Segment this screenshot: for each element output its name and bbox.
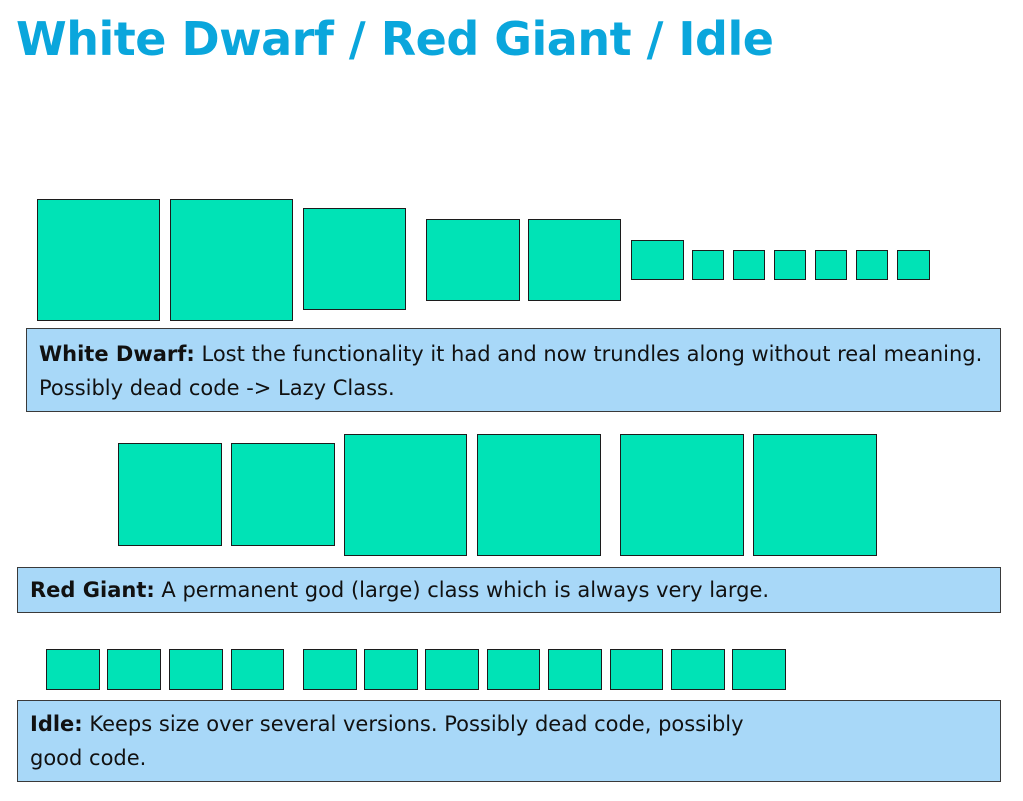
class-square [107, 649, 161, 690]
class-square [548, 649, 602, 690]
white-dwarf-description: Lost the functionality it had and now tr… [39, 342, 983, 400]
class-square [692, 250, 724, 280]
class-square [425, 649, 479, 690]
class-square [426, 219, 520, 301]
idle-description: Keeps size over several versions. Possib… [30, 712, 744, 770]
class-square [671, 649, 725, 690]
class-square [732, 649, 786, 690]
class-square [528, 219, 621, 301]
class-square [303, 649, 357, 690]
class-square [487, 649, 540, 690]
class-square [620, 434, 744, 556]
idle-term: Idle: [30, 712, 83, 736]
class-square [169, 649, 223, 690]
class-square [46, 649, 100, 690]
page-title: White Dwarf / Red Giant / Idle [16, 12, 774, 66]
class-square [477, 434, 601, 556]
white-dwarf-caption: White Dwarf: Lost the functionality it h… [26, 328, 1001, 412]
red-giant-caption: Red Giant: A permanent god (large) class… [17, 567, 1001, 613]
class-square [610, 649, 663, 690]
class-square [170, 199, 293, 321]
class-square [631, 240, 684, 280]
idle-caption: Idle: Keeps size over several versions. … [17, 700, 1001, 782]
class-square [815, 250, 847, 280]
class-square [231, 649, 284, 690]
idle-caption-text: Idle: Keeps size over several versions. … [30, 707, 750, 775]
class-square [897, 250, 930, 280]
class-square [344, 434, 467, 556]
white-dwarf-term: White Dwarf: [39, 342, 195, 366]
class-square [303, 208, 406, 310]
class-square [856, 250, 888, 280]
class-square [231, 443, 335, 546]
class-square [364, 649, 418, 690]
class-square [118, 443, 222, 546]
class-square [774, 250, 806, 280]
class-square [37, 199, 160, 321]
red-giant-description: A permanent god (large) class which is a… [154, 578, 770, 602]
class-square [753, 434, 877, 556]
class-square [733, 250, 765, 280]
red-giant-term: Red Giant: [30, 578, 155, 602]
